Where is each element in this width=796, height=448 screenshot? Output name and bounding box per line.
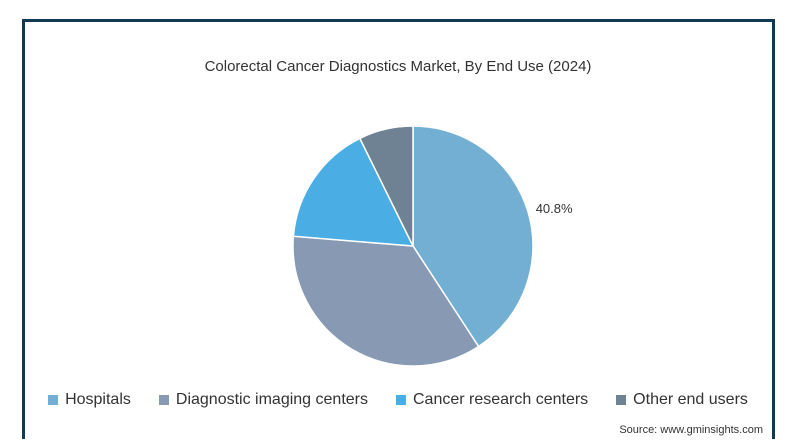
legend-swatch xyxy=(616,395,627,405)
legend-item-cancer-research-centers: Cancer research centers xyxy=(395,391,589,409)
pie-slice-cancer-research-centers xyxy=(292,137,415,247)
legend-swatch xyxy=(48,395,59,405)
legend-label: Hospitals xyxy=(65,391,131,408)
legend-swatch xyxy=(395,395,406,405)
legend-item-other-end-users: Other end users xyxy=(616,391,748,409)
chart-title: Colorectal Cancer Diagnostics Market, By… xyxy=(204,58,592,75)
legend-swatch xyxy=(158,395,169,405)
legend-item-hospitals: Hospitals xyxy=(48,391,131,409)
chart-legend: Hospitals Diagnostic imaging centers Can… xyxy=(0,391,796,409)
pie-slice-other-end-users xyxy=(358,125,414,247)
source-note: Source: www.gminsights.com xyxy=(619,424,763,436)
data-label-hospitals: 40.8% xyxy=(536,201,573,216)
pie-slice-diagnostic-imaging-centers xyxy=(292,235,480,367)
legend-label: Cancer research centers xyxy=(412,391,589,408)
legend-label: Diagnostic imaging centers xyxy=(175,391,368,408)
legend-item-diagnostic-imaging-centers: Diagnostic imaging centers xyxy=(158,391,368,409)
legend-label: Other end users xyxy=(633,391,748,408)
